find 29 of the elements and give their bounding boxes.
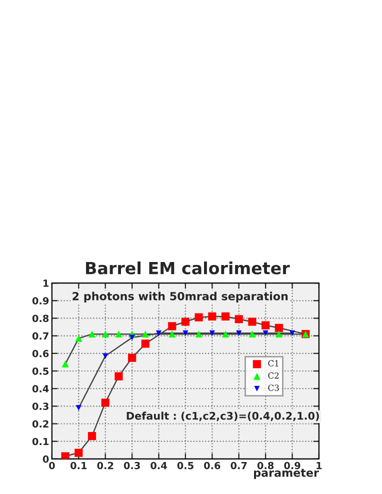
x-tick-label: 1	[316, 462, 322, 470]
x-tick-label: 0.7	[230, 462, 247, 470]
x-tick-label: 0	[49, 462, 55, 470]
y-tick-label: 0.1	[32, 438, 49, 446]
y-tick-label: 0.3	[32, 402, 48, 410]
x-axis-title: parameter	[254, 468, 319, 480]
x-tick-label: 0.2	[97, 462, 114, 470]
y-tick-label: 0.5	[32, 367, 48, 375]
legend-label: C1	[268, 360, 278, 366]
x-tick-label: 0.6	[204, 462, 220, 470]
x-tick-label: 0.1	[70, 462, 87, 470]
annotation: Default : (c1,c2,c3)=(0.4,0.2,1.0)	[126, 412, 319, 422]
x-tick-label: 0.4	[150, 462, 167, 470]
legend-label: C2	[268, 372, 279, 379]
y-tick-label: 1	[44, 280, 49, 287]
chart-title: Barrel EM calorimeter	[86, 262, 290, 274]
annotation: 2 photons with 50mrad separation	[72, 292, 288, 303]
x-tick-label: 0.3	[124, 462, 140, 470]
y-tick-label: 0.4	[32, 385, 49, 392]
y-tick-label: 0.2	[32, 420, 48, 428]
y-tick-label: 0.8	[32, 314, 49, 322]
y-tick-label: 0.7	[32, 332, 48, 340]
y-tick-label: 0	[42, 455, 49, 463]
x-tick-label: 0.8	[257, 462, 274, 470]
legend-label: C3	[268, 384, 279, 391]
x-tick-label: 0.9	[284, 462, 300, 470]
x-tick-label: 0.5	[177, 462, 194, 470]
y-tick-label: 0.6	[32, 350, 49, 358]
y-tick-label: 0.9	[32, 297, 49, 304]
